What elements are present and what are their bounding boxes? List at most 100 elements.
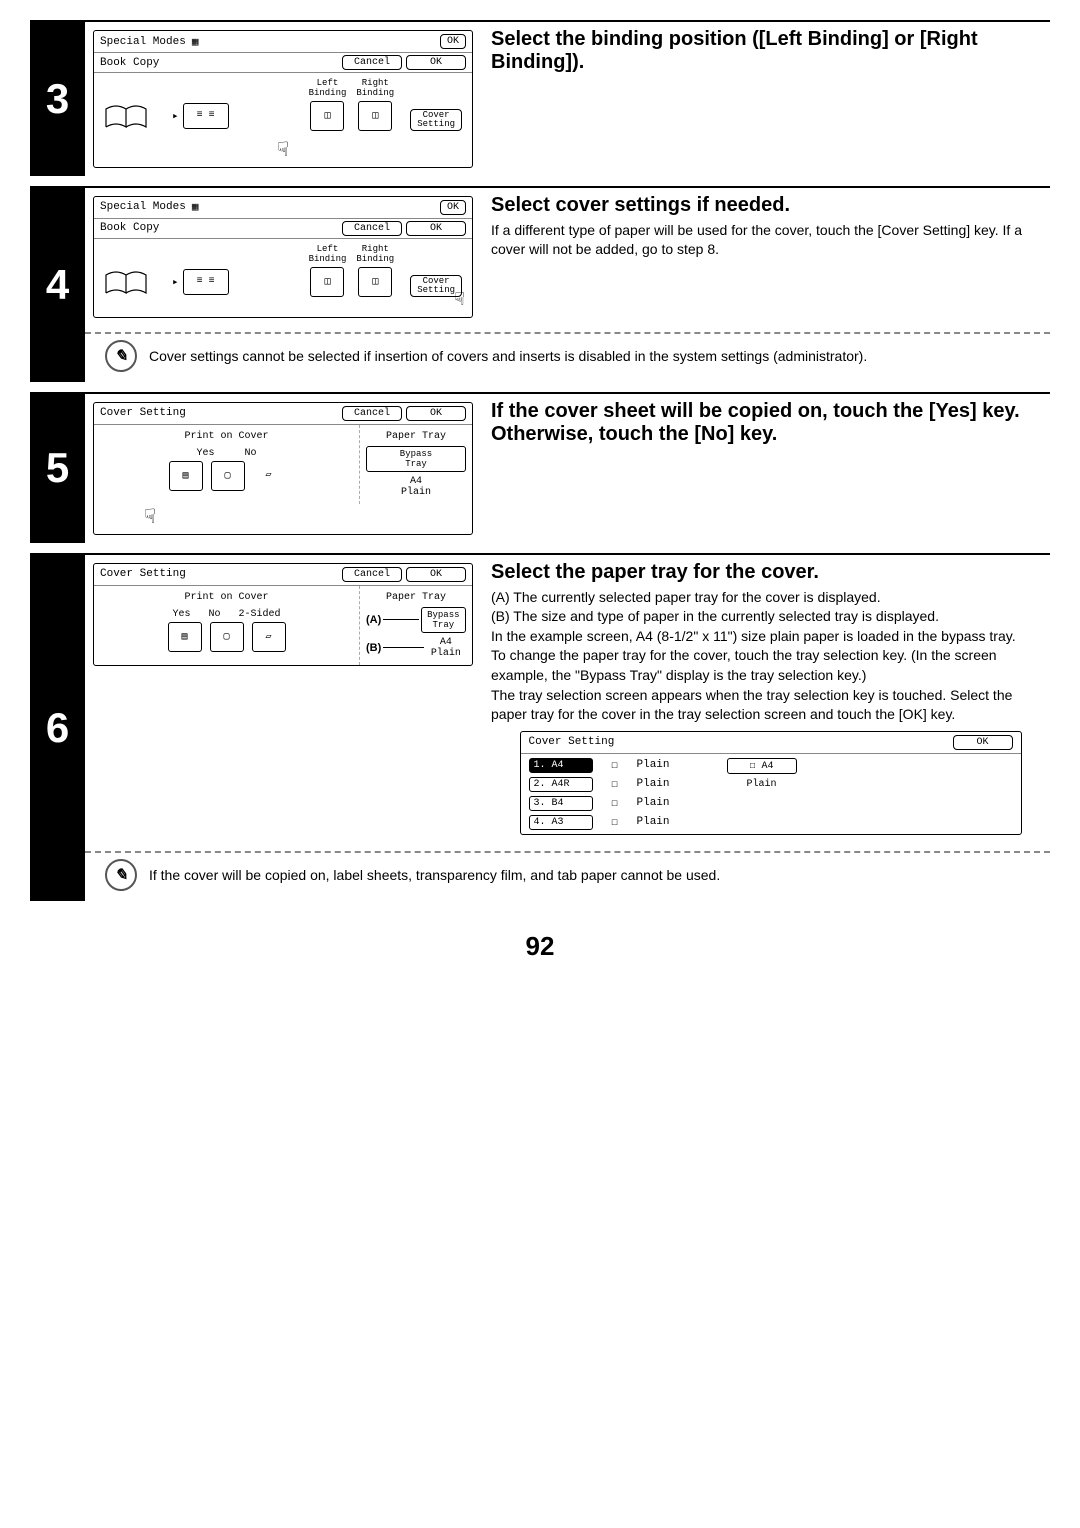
step-3: 3 Special Modes ▦ OK Book Copy Cancel OK: [30, 20, 1050, 176]
tray-icon: ☐: [607, 777, 623, 791]
modes-icon: ▦: [192, 35, 199, 49]
tray-type-cell: Plain: [637, 816, 697, 828]
cursor-icon: ☟: [277, 140, 289, 163]
yes-button[interactable]: ▤: [169, 461, 203, 491]
step-6-body3: The tray selection screen appears when t…: [491, 686, 1050, 725]
step-6-note: If the cover will be copied on, label sh…: [149, 867, 720, 883]
ok-button[interactable]: OK: [406, 55, 466, 70]
step-6-body1: In the example screen, A4 (8-1/2" x 11")…: [491, 627, 1050, 647]
yes-button[interactable]: ▤: [168, 622, 202, 652]
step-3-heading: Select the binding position ([Left Bindi…: [491, 28, 1050, 74]
ok-button[interactable]: OK: [953, 735, 1013, 750]
tray-selection-panel: Cover Setting OK 1. A4☐Plain2. A4R☐Plain…: [520, 731, 1022, 835]
step-4-note: Cover settings cannot be selected if ins…: [149, 348, 867, 364]
special-modes-panel: Special Modes ▦ OK Book Copy Cancel OK ▸…: [93, 30, 473, 168]
print-on-cover-label: Print on Cover: [100, 431, 353, 442]
step-number: 3: [30, 22, 85, 176]
cover-setting-button[interactable]: CoverSetting: [410, 109, 462, 131]
tray-row[interactable]: 3. B4 ☐ Plain: [529, 796, 697, 811]
type-label: Plain: [431, 648, 461, 659]
tray-type-cell: Plain: [637, 778, 697, 790]
ok-button[interactable]: OK: [406, 406, 466, 421]
step-3-image: Special Modes ▦ OK Book Copy Cancel OK ▸…: [85, 22, 481, 176]
tray-type-cell: Plain: [637, 759, 697, 771]
tray-size-cell[interactable]: 2. A4R: [529, 777, 593, 792]
step-5-image: Cover Setting Cancel OK Print on Cover Y…: [85, 394, 481, 543]
tray-icon: ☐: [607, 815, 623, 829]
page-number: 92: [30, 931, 1050, 962]
step-6-heading: Select the paper tray for the cover.: [491, 561, 1050, 584]
note-icon: ✎: [105, 859, 137, 891]
step-4-body: If a different type of paper will be use…: [491, 221, 1050, 260]
cancel-button[interactable]: Cancel: [342, 55, 402, 70]
step-5-heading: If the cover sheet will be copied on, to…: [491, 400, 1050, 446]
panel-title: Special Modes: [100, 36, 186, 48]
step-4: 4 Special Modes ▦ OK Book Copy Cancel: [30, 186, 1050, 382]
no-label: No: [245, 448, 257, 459]
ok-button[interactable]: OK: [406, 221, 466, 236]
tray-row[interactable]: 1. A4 ☐ Plain: [529, 758, 697, 773]
tray-icon: ☐: [607, 796, 623, 810]
step-4-heading: Select cover settings if needed.: [491, 194, 1050, 217]
ok-button[interactable]: OK: [440, 200, 466, 215]
yes-label: Yes: [196, 448, 214, 459]
special-modes-panel: Special Modes ▦ OK Book Copy Cancel OK: [93, 196, 473, 318]
book-icon: ▸ ≡ ≡: [104, 267, 229, 297]
print-on-cover-label: Print on Cover: [100, 592, 353, 603]
bypass-tray-button[interactable]: BypassTray: [366, 446, 466, 472]
modes-icon: ▦: [192, 200, 199, 214]
yes-label: Yes: [172, 609, 190, 620]
cancel-button[interactable]: Cancel: [342, 221, 402, 236]
cover-setting-button[interactable]: CoverSetting ☟: [410, 275, 462, 297]
cover-setting-panel: Cover Setting Cancel OK Print on Cover Y…: [93, 402, 473, 535]
sub-title: Book Copy: [100, 222, 159, 234]
right-binding-button[interactable]: ◫: [358, 267, 392, 297]
book-icon: ▸ ≡ ≡: [104, 101, 229, 131]
cursor-icon: ☟: [454, 292, 465, 310]
annotation-a: (A): [366, 614, 381, 626]
tray-size-cell[interactable]: 4. A3: [529, 815, 593, 830]
tray-row[interactable]: 2. A4R ☐ Plain: [529, 777, 697, 792]
no-button[interactable]: ▢: [210, 622, 244, 652]
no-button[interactable]: ▢: [211, 461, 245, 491]
tray-size-cell[interactable]: 1. A4: [529, 758, 593, 773]
paper-tray-label: Paper Tray: [366, 431, 466, 442]
step-5: 5 Cover Setting Cancel OK Print on Cover…: [30, 392, 1050, 543]
cursor-icon: ☟: [144, 507, 156, 530]
left-binding-button[interactable]: ◫: [310, 267, 344, 297]
ok-button[interactable]: OK: [406, 567, 466, 582]
step-number: 5: [30, 394, 85, 543]
cancel-button[interactable]: Cancel: [342, 567, 402, 582]
type-label: Plain: [401, 487, 431, 498]
tray-size-cell[interactable]: 3. B4: [529, 796, 593, 811]
paper-tray-label: Paper Tray: [366, 592, 466, 603]
tray-row[interactable]: 4. A3 ☐ Plain: [529, 815, 697, 830]
step-6: 6 Cover Setting Cancel OK Print on Cover: [30, 553, 1050, 901]
tray-right-size: ☐ A4: [727, 758, 797, 774]
bypass-tray-button[interactable]: BypassTray: [421, 607, 466, 633]
left-binding-button[interactable]: ◫: [310, 101, 344, 131]
two-sided-icon: ▱: [253, 461, 285, 489]
sub-title: Book Copy: [100, 57, 159, 69]
panel-title: Special Modes: [100, 201, 186, 213]
tray-icon: ☐: [607, 758, 623, 772]
left-binding-label: Left: [317, 78, 339, 88]
size-label: A4: [440, 637, 452, 648]
right-binding-button[interactable]: ◫: [358, 101, 392, 131]
size-label: A4: [410, 476, 422, 487]
panel-title: Cover Setting: [100, 568, 186, 580]
right-binding-label: Right: [362, 78, 389, 88]
annotation-b: (B): [366, 642, 381, 654]
step-4-image: Special Modes ▦ OK Book Copy Cancel OK: [85, 188, 481, 326]
two-sided-button[interactable]: ▱: [252, 622, 286, 652]
step-6-line-b: (B) The size and type of paper in the cu…: [491, 607, 1050, 627]
tray-type-cell: Plain: [637, 797, 697, 809]
pages-icon: ≡ ≡: [183, 269, 229, 295]
step-6-line-a: (A) The currently selected paper tray fo…: [491, 588, 1050, 608]
cancel-button[interactable]: Cancel: [342, 406, 402, 421]
step-number: 6: [30, 555, 85, 901]
note-icon: ✎: [105, 340, 137, 372]
pages-icon: ≡ ≡: [183, 103, 229, 129]
ok-button[interactable]: OK: [440, 34, 466, 49]
two-sided-label: 2-Sided: [239, 609, 281, 620]
